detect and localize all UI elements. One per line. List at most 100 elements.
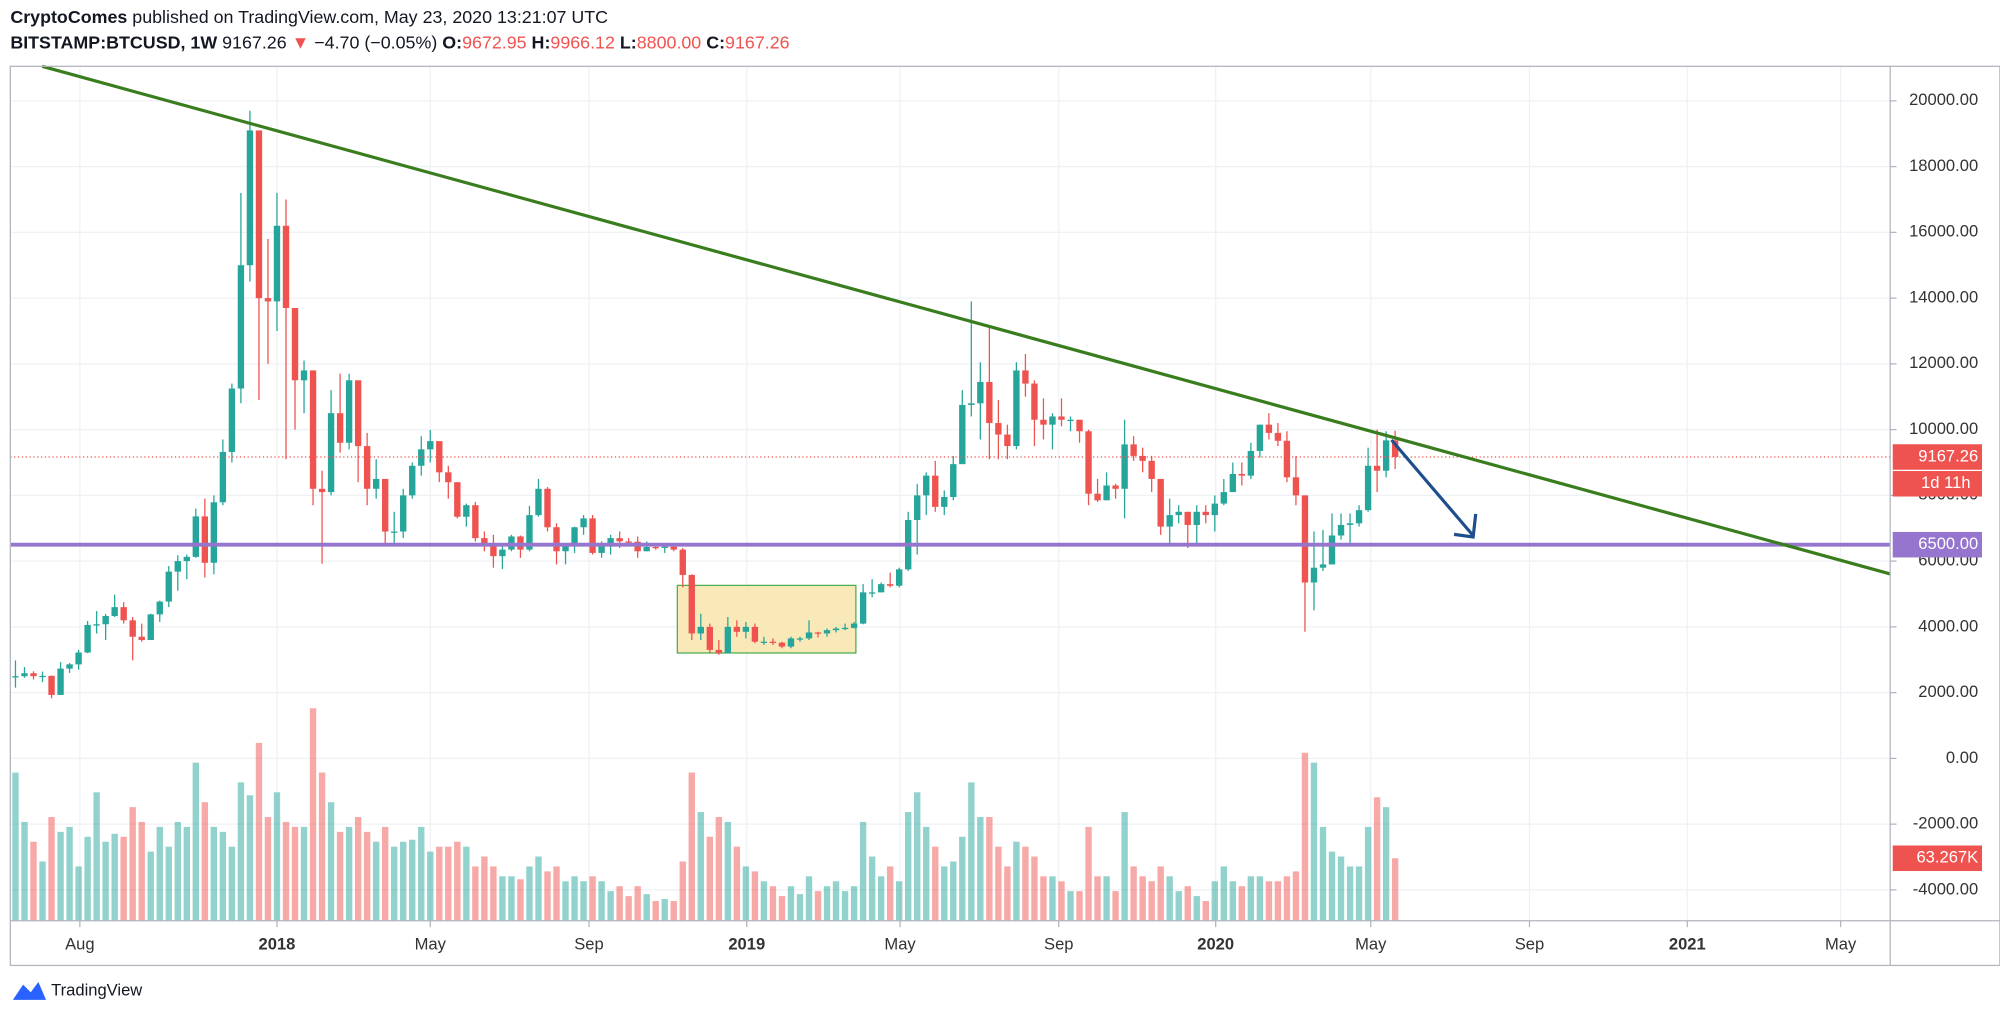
- volume-bar: [742, 866, 750, 921]
- volume-bar: [499, 876, 506, 921]
- volume-bar: [769, 886, 777, 921]
- candle-body: [363, 446, 371, 489]
- arrow-head: [1453, 513, 1478, 539]
- candle-body: [219, 451, 227, 503]
- candle-body: [165, 571, 172, 602]
- volume-bar: [1292, 871, 1300, 921]
- candle-body: [778, 642, 786, 647]
- ohlc-label: O:: [442, 32, 462, 52]
- x-tick-label: Sep: [574, 934, 603, 953]
- volume-bar: [1085, 826, 1092, 921]
- candle-body: [886, 584, 894, 586]
- volume-tag: [1892, 845, 1983, 872]
- candle-body: [174, 561, 181, 572]
- y-tick-label: 16000.00: [1909, 222, 1978, 241]
- volume-bar: [1166, 876, 1173, 921]
- candle-body: [950, 464, 957, 498]
- volume-bar: [1364, 826, 1372, 921]
- candle-body: [1157, 478, 1164, 527]
- volume-bar: [959, 836, 966, 921]
- overlay: [10, 456, 1891, 547]
- y-tick-label: 18000.00: [1909, 156, 1978, 175]
- y-tick-label: 4000.00: [1918, 616, 1978, 635]
- volume-bar: [1130, 866, 1137, 921]
- candle-body: [463, 505, 470, 517]
- candle-body: [454, 482, 461, 517]
- candle-body: [1148, 460, 1155, 479]
- volume-bar: [778, 896, 786, 921]
- volume-bar: [1202, 901, 1209, 921]
- volume-bar: [932, 846, 939, 921]
- candle-body: [598, 544, 605, 553]
- volume-bar: [634, 886, 641, 921]
- candle-body: [643, 546, 650, 552]
- candle-body: [1247, 450, 1255, 476]
- arrow: [1390, 438, 1475, 537]
- volume-bar: [1013, 841, 1020, 921]
- candle-body: [670, 546, 677, 550]
- candle-body: [697, 626, 704, 634]
- volume-bar: [923, 826, 930, 921]
- candle-body: [120, 607, 127, 621]
- volume-bar: [1265, 881, 1273, 921]
- candle-body: [661, 546, 668, 548]
- volume-bar: [832, 881, 840, 921]
- volume-bar: [1175, 891, 1182, 921]
- candle-body: [1031, 383, 1038, 420]
- candle-body: [553, 527, 560, 552]
- candle-body: [859, 592, 867, 624]
- volume-bar: [1148, 881, 1155, 921]
- candle-body: [1310, 567, 1318, 583]
- volume-bar: [616, 886, 623, 921]
- countdown: 1d 11h: [1921, 473, 1970, 492]
- volume-bar: [1049, 876, 1056, 921]
- candle-body: [1076, 419, 1083, 432]
- volume-bar: [156, 826, 163, 921]
- volume-bar: [1391, 858, 1399, 921]
- volume-bar: [706, 836, 714, 921]
- candle-body: [832, 628, 840, 631]
- x-tick-label: 2018: [259, 934, 296, 953]
- volume-bar: [300, 826, 308, 921]
- volume-bar: [733, 846, 741, 921]
- volume-bar: [553, 866, 560, 921]
- candle-body: [57, 668, 64, 695]
- candle-body: [1220, 492, 1227, 504]
- volume-bar: [977, 817, 984, 921]
- candle-body: [1211, 503, 1218, 516]
- candle-body: [1085, 431, 1092, 494]
- volume-bar: [508, 876, 515, 921]
- volume-bar: [526, 866, 533, 921]
- volume-bar: [174, 821, 181, 921]
- candle-body: [210, 502, 218, 563]
- volume-bar: [986, 817, 993, 921]
- candle-body: [129, 620, 136, 637]
- candle-body: [850, 623, 858, 628]
- candle-body: [1022, 370, 1029, 384]
- candle-body: [147, 614, 154, 641]
- candle-body: [1301, 495, 1309, 583]
- x-tick-label: 2019: [728, 934, 765, 953]
- candle-body: [580, 518, 587, 528]
- volume-bar: [814, 891, 822, 921]
- x-tick-label: May: [1355, 934, 1387, 953]
- candle-body: [400, 495, 407, 532]
- candle-body: [84, 624, 91, 653]
- candle-body: [391, 531, 398, 533]
- y-tick-label: 20000.00: [1909, 90, 1978, 109]
- candle-body: [1193, 511, 1200, 525]
- volume-bar: [950, 861, 957, 921]
- volume-bar: [661, 899, 668, 921]
- volume-bar: [165, 846, 172, 921]
- axes: -4000.00-2000.000.002000.004000.006000.0…: [65, 90, 1983, 953]
- volume-bar: [1382, 807, 1390, 921]
- volume-bar: [30, 841, 37, 921]
- x-tick-label: Sep: [1515, 934, 1544, 953]
- candle-body: [715, 649, 723, 654]
- candle-body: [427, 441, 434, 450]
- candle-body: [30, 673, 37, 677]
- candle-body: [264, 298, 272, 302]
- candle-body: [959, 404, 966, 465]
- candle-body: [192, 516, 200, 557]
